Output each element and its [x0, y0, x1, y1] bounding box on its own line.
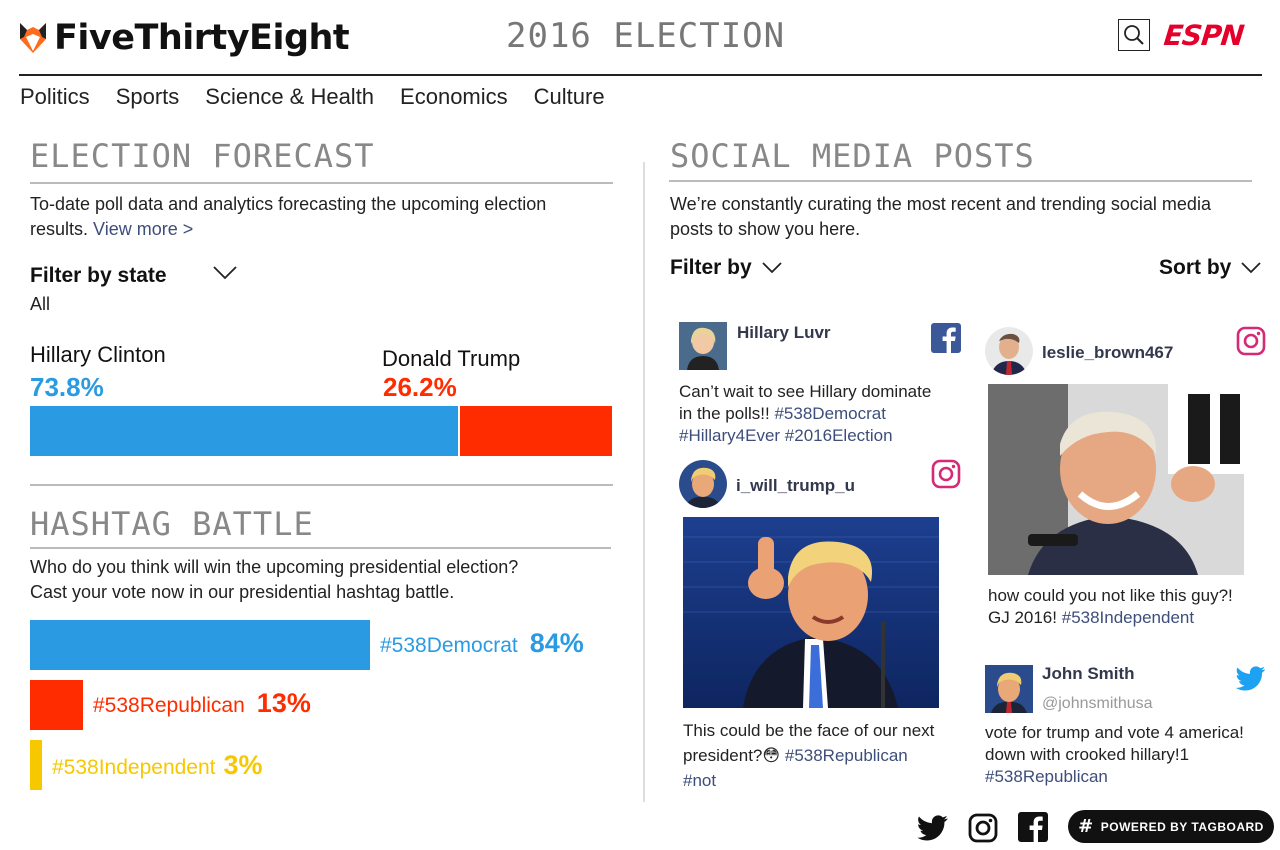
post-text: vote for trump and vote 4 america! down …	[985, 723, 1244, 786]
post-username[interactable]: i_will_trump_u	[736, 476, 856, 495]
republican-vote-label[interactable]: #538Republican 13%	[93, 688, 311, 719]
republican-vote-bar[interactable]	[30, 680, 83, 730]
post-avatar[interactable]	[679, 460, 727, 508]
search-button[interactable]	[1118, 19, 1150, 51]
post-photo[interactable]	[683, 517, 939, 708]
avatar-johnsmith-image	[985, 665, 1033, 713]
social-rule	[669, 180, 1252, 182]
instagram-icon[interactable]	[1236, 326, 1266, 356]
search-icon	[1124, 25, 1144, 45]
nav-science-health[interactable]: Science & Health	[205, 84, 375, 109]
post-avatar[interactable]	[679, 322, 727, 370]
trump-name: Donald Trump	[382, 346, 521, 371]
trump-pct: 26.2%	[383, 372, 457, 402]
post-username[interactable]: Hillary Luvr	[737, 323, 831, 342]
social-filter-label: Filter by	[670, 256, 752, 279]
twitter-icon[interactable]	[917, 815, 949, 842]
post-username[interactable]: leslie_brown467	[1042, 343, 1174, 362]
forecast-description: To-date poll data and analytics forecast…	[30, 194, 547, 239]
trump-bar	[460, 406, 612, 456]
view-more-link[interactable]: View more >	[93, 219, 194, 239]
hashtag-icon: #	[1078, 816, 1094, 837]
avatar-hillary-image	[679, 322, 727, 370]
forecast-title: ELECTION FORECAST	[30, 137, 375, 175]
chevron-down-icon[interactable]	[213, 266, 237, 280]
forecast-rule	[30, 182, 613, 184]
nav-economics[interactable]: Economics	[400, 84, 508, 109]
post-text: how could you not like this guy?! GJ 201…	[988, 586, 1233, 627]
post-hashtags[interactable]: #538Republican	[985, 767, 1108, 786]
avatar-trump-image	[679, 460, 727, 508]
post-text: This could be the face of our next presi…	[683, 721, 935, 790]
hashtag-title: HASHTAG BATTLE	[30, 505, 314, 543]
column-divider	[643, 162, 645, 802]
social-sort[interactable]: Sort by	[1159, 256, 1261, 280]
nav-politics[interactable]: Politics	[20, 84, 90, 109]
facebook-icon[interactable]	[931, 323, 961, 353]
chevron-down-icon	[1241, 262, 1261, 274]
republican-hashtag: #538Republican	[93, 694, 245, 717]
independent-vote-bar[interactable]	[30, 740, 42, 790]
johnson-photo-image	[988, 384, 1244, 575]
democrat-pct: 84%	[529, 628, 584, 658]
state-filter-label[interactable]: Filter by state	[30, 264, 167, 287]
post-handle[interactable]: @johnsmithusa	[1042, 695, 1153, 712]
header-divider	[19, 74, 1262, 76]
hashtag-description-line2: Cast your vote now in our presidential h…	[30, 582, 455, 602]
clinton-name: Hillary Clinton	[30, 342, 166, 367]
independent-pct: 3%	[223, 750, 263, 780]
state-filter-value: All	[30, 294, 51, 314]
site-logo[interactable]: FiveThirtyEight	[20, 18, 350, 58]
chevron-down-icon	[762, 262, 782, 274]
clinton-pct: 73.8%	[30, 372, 104, 402]
post-hashtags[interactable]: #538Independent	[1061, 608, 1195, 627]
republican-pct: 13%	[256, 688, 311, 718]
nav-sports[interactable]: Sports	[115, 84, 180, 109]
facebook-icon[interactable]	[1018, 812, 1048, 842]
post-avatar[interactable]	[985, 665, 1033, 713]
social-filter[interactable]: Filter by	[670, 256, 782, 280]
fox-icon	[20, 23, 46, 53]
post-avatar[interactable]	[985, 327, 1033, 375]
espn-logo[interactable]: ESPN	[1162, 19, 1246, 52]
democrat-vote-label[interactable]: #538Democrat 84%	[380, 628, 584, 659]
democrat-hashtag: #538Democrat	[380, 634, 518, 657]
main-nav: Politics Sports Science & Health Economi…	[20, 84, 631, 110]
democrat-vote-bar[interactable]	[30, 620, 370, 670]
nav-culture[interactable]: Culture	[533, 84, 605, 109]
post-hashtags[interactable]: #538Democrat #Hillary4Ever #2016Election	[679, 404, 893, 445]
independent-hashtag: #538Independent	[52, 756, 216, 779]
logo-text: FiveThirtyEight	[54, 18, 350, 58]
page-title: 2016 ELECTION	[506, 16, 786, 56]
social-description: We’re constantly curating the most recen…	[670, 194, 1211, 239]
forecast-bottom-rule	[30, 484, 613, 486]
post-photo[interactable]	[988, 384, 1244, 575]
social-sort-label: Sort by	[1159, 256, 1232, 279]
post-hashtags[interactable]: #538Republican #not	[683, 746, 908, 790]
post-text: Can’t wait to see Hillary dominate in th…	[679, 382, 932, 445]
tagboard-label: POWERED BY TAGBOARD	[1100, 819, 1264, 834]
hashtag-rule	[30, 547, 611, 549]
instagram-icon[interactable]	[968, 813, 998, 843]
avatar-leslie-image	[985, 327, 1033, 375]
twitter-icon[interactable]	[1236, 666, 1266, 692]
post-username[interactable]: John Smith	[1042, 664, 1135, 683]
social-title: SOCIAL MEDIA POSTS	[670, 137, 1035, 175]
independent-vote-label[interactable]: #538Independent 3%	[52, 750, 263, 781]
instagram-icon[interactable]	[931, 459, 961, 489]
clinton-bar	[30, 406, 458, 456]
hashtag-description-line1: Who do you think will win the upcoming p…	[30, 557, 519, 577]
tagboard-badge[interactable]: # POWERED BY TAGBOARD	[1068, 810, 1274, 843]
trump-photo-image	[683, 517, 939, 708]
